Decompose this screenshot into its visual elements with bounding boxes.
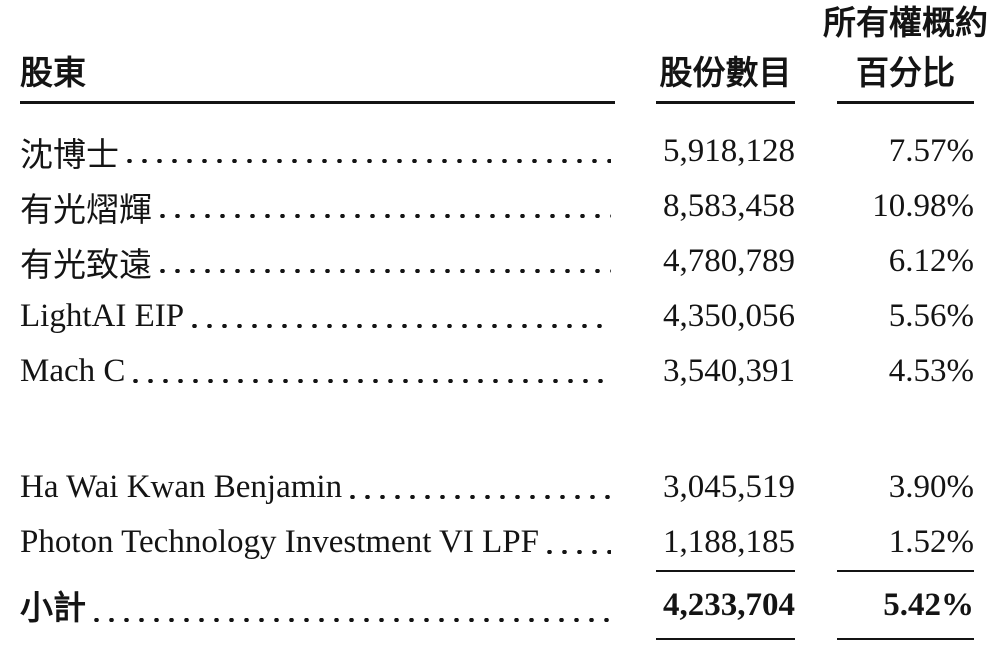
table-row: Photon Technology Investment VI LPF 1,18… [20,515,974,570]
shareholder-name: Ha Wai Kwan Benjamin [20,469,343,505]
shareholder-name: Mach C [20,353,126,389]
shares-value: 1,188,185 [663,524,795,560]
column-header-ownership-percent: 所有權概約 百分比 [823,8,988,104]
dot-leader [94,570,611,640]
table-row: 有光致遠 4,780,789 6.12% [20,234,974,289]
ownership-header-line2: 百分比 [856,56,955,92]
percent-value: 5.56% [888,298,974,334]
table-row: Mach C 3,540,391 4.53% [20,344,974,399]
shareholder-name-cell: 沈博士 [20,124,615,179]
shareholder-name-cell: 有光熠輝 [20,179,615,234]
dot-leader [546,515,611,570]
shareholder-name-cell: LightAI EIP [20,289,615,344]
subtotal-name-cell: 小計 [20,570,615,640]
subtotal-label: 小計 [20,591,86,627]
column-header-shares: 股份數目 [656,58,795,104]
shareholder-name-cell: Mach C [20,344,615,399]
group-spacer [20,399,974,460]
table-row: 有光熠輝 8,583,458 10.98% [20,179,974,234]
dot-leader [350,460,611,515]
table-row: 沈博士 5,918,128 7.57% [20,124,974,179]
shareholding-table: 股東 股份數目 所有權概約 百分比 沈博士 5,918,128 7.57% 有光… [20,8,988,640]
percent-value: 4.53% [888,353,974,389]
shares-value: 3,540,391 [663,353,795,389]
shareholder-name-cell: Photon Technology Investment VI LPF [20,515,615,570]
dot-leader [127,124,611,179]
shareholder-header-label: 股東 [20,56,86,92]
shares-value: 4,350,056 [663,298,795,334]
shares-value: 5,918,128 [663,133,795,169]
shareholder-name: Photon Technology Investment VI LPF [20,524,539,560]
shareholder-name: 有光熠輝 [20,192,152,229]
percent-value: 3.90% [888,469,974,505]
column-header-shareholder: 股東 [20,58,615,104]
table-row: LightAI EIP 4,350,056 5.56% [20,289,974,344]
shareholder-name-cell: 有光致遠 [20,234,615,289]
shares-value: 8,583,458 [663,188,795,224]
subtotal-row: 小計 4,233,704 5.42% [20,570,974,640]
ownership-header-line1: 所有權概約 [823,6,988,42]
dot-leader [192,289,611,344]
percent-value: 6.12% [888,243,974,279]
table-header-row: 股東 股份數目 所有權概約 百分比 [20,8,988,104]
percent-value: 7.57% [888,133,974,169]
dot-leader [160,179,611,234]
table-row: Ha Wai Kwan Benjamin 3,045,519 3.90% [20,460,974,515]
percent-value: 1.52% [888,524,974,560]
subtotal-percent-value: 5.42% [837,570,974,640]
subtotal-shares-value: 4,233,704 [656,570,795,640]
shareholder-name: 有光致遠 [20,247,152,284]
shareholder-name-cell: Ha Wai Kwan Benjamin [20,460,615,515]
shareholder-name: LightAI EIP [20,298,185,334]
shares-value: 3,045,519 [663,469,795,505]
shares-header-label: 股份數目 [659,56,792,92]
dot-leader [160,234,611,289]
percent-value: 10.98% [872,188,974,224]
dot-leader [133,344,611,399]
shares-value: 4,780,789 [663,243,795,279]
shareholder-name: 沈博士 [20,137,119,174]
table-body: 沈博士 5,918,128 7.57% 有光熠輝 8,583,458 10.98… [20,124,974,570]
